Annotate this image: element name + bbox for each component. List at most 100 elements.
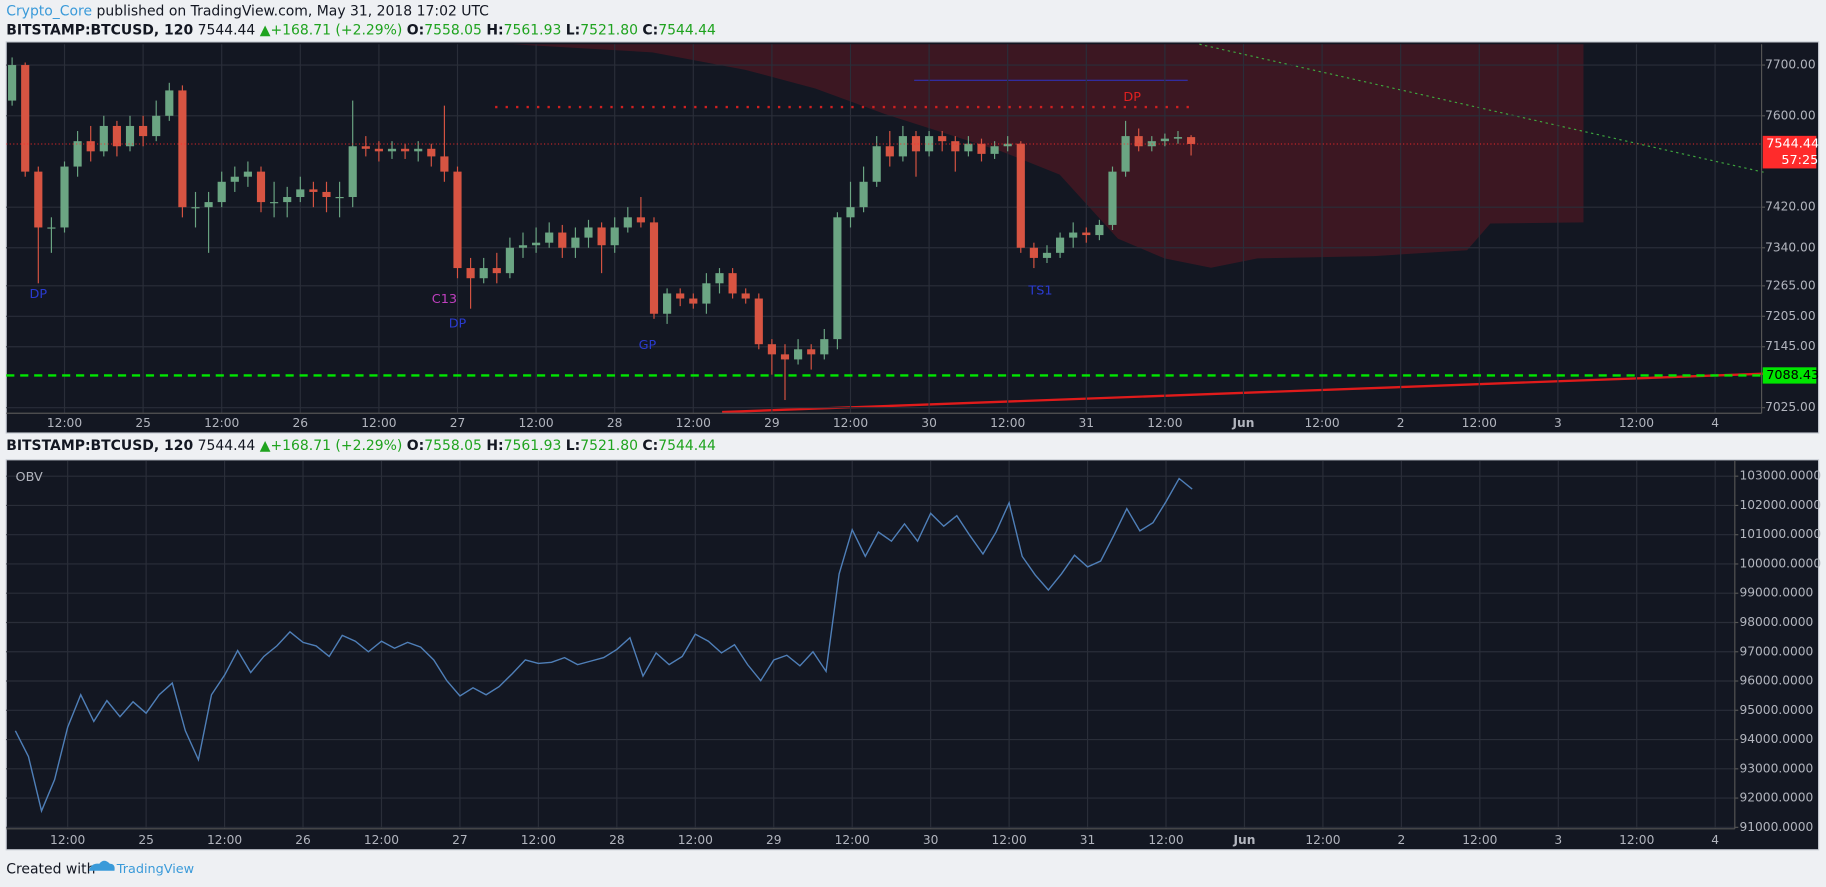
- y-tick-label: 103000.0000: [1739, 469, 1821, 483]
- candle-body: [1095, 224, 1104, 236]
- y-tick-label: 7420.00: [1765, 200, 1816, 214]
- candle-body: [1121, 136, 1130, 172]
- published: published on TradingView.com, May 31, 20…: [97, 4, 489, 20]
- candle-body: [872, 146, 881, 182]
- candle-body: [414, 148, 423, 152]
- x-tick-label: Jun: [1232, 416, 1255, 430]
- x-tick-label: 12:00: [676, 416, 711, 430]
- x-tick-label: 30: [923, 833, 939, 847]
- x-tick-label: 31: [1080, 833, 1096, 847]
- candle-body: [518, 245, 528, 248]
- x-tick-label: 25: [135, 416, 151, 430]
- x-tick-label: 29: [764, 416, 780, 430]
- candle-body: [139, 125, 148, 137]
- candle-body: [846, 207, 855, 218]
- candle-body: [754, 298, 763, 345]
- candle-body: [270, 202, 279, 204]
- candle-body: [597, 227, 606, 246]
- annotation: C13: [432, 292, 457, 307]
- close: 7544.44: [658, 438, 716, 454]
- change: +168.71 (+2.29%): [270, 438, 402, 454]
- candle-body: [112, 125, 121, 147]
- x-tick-label: 12:00: [50, 833, 85, 847]
- candle-body: [152, 115, 161, 137]
- candle-body: [558, 232, 567, 248]
- candle-body: [1173, 137, 1183, 139]
- candle-body: [741, 293, 750, 299]
- footer-brand[interactable]: TradingView: [116, 862, 194, 877]
- x-tick-label: 12:00: [835, 833, 870, 847]
- legend-top: BITSTAMP:BTCUSD, 120 7544.44 ▲+168.71 (+…: [6, 22, 716, 38]
- y-tick-label: 91000.0000: [1739, 820, 1813, 834]
- candle-body: [492, 268, 501, 274]
- candle-body: [479, 268, 488, 279]
- candle-body: [676, 293, 685, 299]
- candle-body: [571, 237, 580, 248]
- last: 7544.44: [198, 438, 256, 454]
- candle-body: [807, 349, 816, 355]
- candle-body: [702, 283, 711, 304]
- x-tick-label: 26: [293, 416, 309, 430]
- brand-logo: [88, 860, 115, 871]
- x-tick-label: 12:00: [678, 833, 713, 847]
- candle-body: [584, 227, 593, 238]
- obv-pane: [5, 459, 1820, 851]
- candle-body: [859, 181, 868, 208]
- x-tick-label: 12:00: [207, 833, 242, 847]
- candle-body: [230, 176, 239, 182]
- x-tick-label: 12:00: [1619, 416, 1654, 430]
- candle-body: [21, 65, 30, 172]
- annotation: TS1: [1027, 283, 1052, 298]
- y-tick-label: 97000.0000: [1739, 644, 1813, 658]
- candle-body: [649, 222, 659, 314]
- candle-body: [387, 148, 397, 152]
- candle-body: [60, 166, 69, 228]
- x-tick-label: 12:00: [1147, 416, 1182, 430]
- y-tick-label: 95000.0000: [1739, 703, 1813, 717]
- candle-body: [125, 125, 135, 147]
- candle-body: [715, 273, 724, 284]
- candle-body: [217, 181, 226, 203]
- arrow: ▲: [260, 22, 271, 38]
- candle-body: [8, 65, 17, 101]
- x-tick-label: 28: [607, 416, 623, 430]
- y-tick-label: 7265.00: [1765, 278, 1816, 292]
- y-tick-label: 101000.0000: [1739, 527, 1821, 541]
- candle-body: [1069, 232, 1078, 238]
- y-tick-label: 98000.0000: [1739, 615, 1813, 629]
- candle-body: [505, 247, 514, 274]
- y-tick-label: 100000.0000: [1739, 556, 1821, 570]
- y-tick-label: 92000.0000: [1739, 791, 1813, 805]
- x-tick-label: 2: [1397, 833, 1405, 847]
- candle-body: [1016, 143, 1025, 248]
- candle-body: [361, 146, 370, 149]
- open-label: O:: [407, 438, 424, 454]
- candle-body: [689, 298, 698, 304]
- candle-body: [283, 197, 292, 203]
- close-label: C:: [642, 438, 658, 454]
- reference-badge: [1762, 367, 1817, 384]
- x-tick-label: 3: [1554, 416, 1562, 430]
- author-link[interactable]: Crypto_Core: [6, 4, 92, 20]
- annotation: DP: [449, 316, 467, 331]
- close: 7544.44: [658, 22, 716, 38]
- low-label: L:: [566, 438, 580, 454]
- y-tick-label: 7600.00: [1765, 108, 1816, 122]
- footer-created: Created with: [6, 862, 95, 878]
- candle-body: [990, 146, 999, 154]
- candle-body: [309, 189, 318, 192]
- candle-body: [1160, 138, 1169, 142]
- y-tick-label: 94000.0000: [1739, 732, 1813, 746]
- x-tick-label: 27: [450, 416, 466, 430]
- candle-body: [34, 171, 43, 228]
- x-tick-label: 12:00: [1619, 833, 1654, 847]
- change: +168.71 (+2.29%): [270, 22, 402, 38]
- candle-body: [911, 136, 921, 152]
- last: 7544.44: [198, 22, 256, 38]
- candle-body: [1187, 137, 1196, 145]
- candle-body: [466, 268, 475, 279]
- last-price-badge: [1762, 135, 1817, 169]
- high: 7561.93: [504, 438, 562, 454]
- x-tick-label: 3: [1554, 833, 1562, 847]
